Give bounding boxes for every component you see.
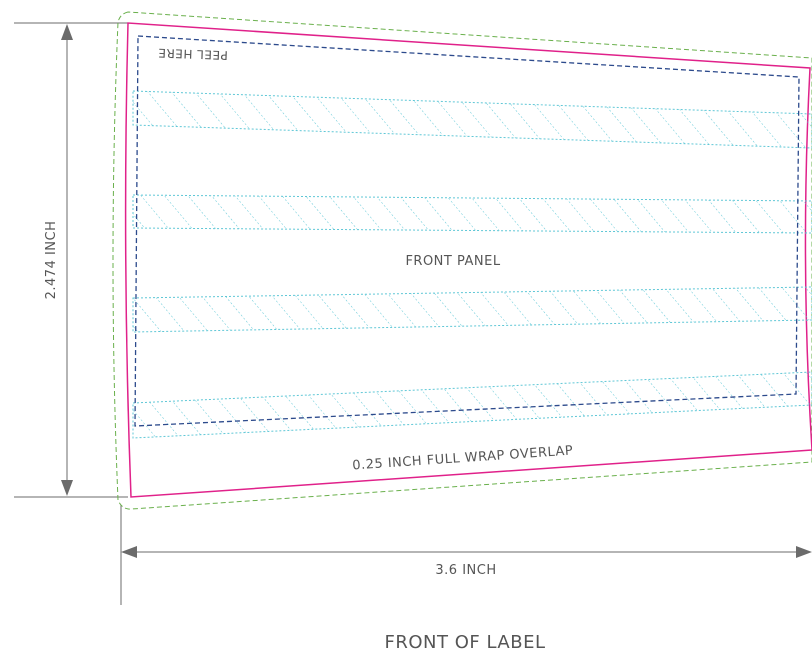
arrow-right-icon — [796, 546, 812, 558]
front-panel-label: FRONT PANEL — [405, 254, 500, 269]
arrow-down-icon — [61, 480, 73, 496]
hatch-band-4 — [132, 371, 812, 439]
hatch-bands — [132, 90, 812, 439]
hatch-band-2 — [132, 194, 812, 234]
safe-zone-line — [134, 35, 800, 427]
width-dimension: 3.6 INCH — [120, 505, 812, 605]
height-dimension-label: 2.474 INCH — [44, 221, 59, 300]
width-dimension-label: 3.6 INCH — [435, 563, 496, 578]
bleed-line — [112, 11, 812, 510]
hatch-band-3 — [132, 286, 812, 333]
height-dimension: 2.474 INCH — [14, 22, 128, 498]
arrow-up-icon — [61, 24, 73, 40]
peel-here-label: PEEL HERE — [158, 46, 228, 62]
caption-label: FRONT OF LABEL — [385, 632, 546, 653]
arrow-left-icon — [121, 546, 137, 558]
hatch-band-1 — [132, 90, 812, 149]
label-outline — [112, 11, 812, 510]
